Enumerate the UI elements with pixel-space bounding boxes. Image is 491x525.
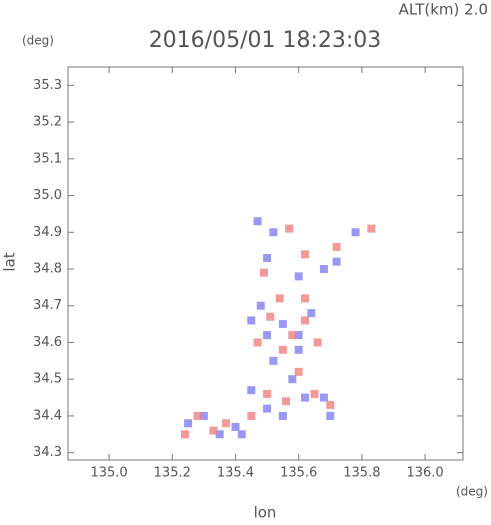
data-cell [313,338,322,347]
data-cell [332,257,341,266]
y-tick-label: 35.2 [33,115,62,130]
x-axis-label: lon [254,504,277,522]
data-cell [278,411,287,420]
data-cell [301,294,309,303]
data-cell [222,419,230,428]
y-tick-label: 34.9 [33,225,62,240]
data-cell [263,389,272,398]
data-cell [332,242,341,251]
data-cell [319,265,328,274]
data-cell [256,301,265,310]
data-cell [199,411,208,420]
data-cell [294,331,303,340]
data-cell [294,272,303,281]
data-cell [247,411,256,420]
x-tick-label: 135.4 [217,466,254,481]
data-cell [310,389,319,398]
plot-frame [67,66,464,461]
data-cell [215,430,224,439]
data-cell [193,411,202,420]
data-cell [263,253,272,262]
y-axis-label: lat [1,252,19,271]
data-cell [294,367,303,376]
x-tick-label: 136.0 [406,466,443,481]
data-cell [269,356,278,365]
data-cell [282,397,291,406]
data-cell [288,331,297,340]
data-cell [285,224,294,233]
data-cell [301,250,309,259]
data-cell [231,422,240,431]
data-cell [247,386,256,395]
x-unit: (deg) [456,485,488,499]
data-cell [184,419,193,428]
data-cell [278,345,287,354]
data-cell [367,224,376,233]
x-tick-label: 135.6 [280,466,317,481]
y-tick-label: 34.7 [33,298,62,313]
y-tick-label: 34.5 [33,372,62,387]
y-tick-label: 34.6 [33,335,62,350]
data-cell [266,312,275,321]
data-cell [319,393,328,402]
data-cell [288,375,297,384]
data-cell [263,404,272,413]
y-tick-label: 35.0 [33,188,62,203]
data-cell [259,268,268,277]
chart-title: 2016/05/01 18:23:03 [149,28,382,53]
subtitle: ALT(km) 2.0 [399,1,488,19]
data-cell [263,331,272,340]
y-tick-label: 35.3 [33,78,62,93]
x-tick-label: 135.8 [343,466,380,481]
y-tick-label: 34.4 [33,408,62,423]
data-cell [301,316,309,325]
data-cell [247,316,256,325]
y-tick-label: 34.8 [33,262,62,277]
data-cell [209,426,218,435]
y-tick-label: 34.3 [33,445,62,460]
data-cell [278,320,287,329]
data-cell [326,400,335,409]
x-tick-label: 135.2 [154,466,191,481]
data-cell [294,345,303,354]
y-tick-label: 35.1 [33,151,62,166]
data-cell [253,338,262,347]
data-cell [253,217,262,226]
x-tick-label: 135.0 [90,466,127,481]
y-unit: (deg) [22,34,54,48]
data-cell [307,309,316,318]
data-cell [301,393,309,402]
data-cell [180,430,189,439]
data-cell [351,228,360,237]
data-cell [237,430,246,439]
data-cell [326,411,335,420]
data-cell [269,228,278,237]
data-cell [275,294,284,303]
